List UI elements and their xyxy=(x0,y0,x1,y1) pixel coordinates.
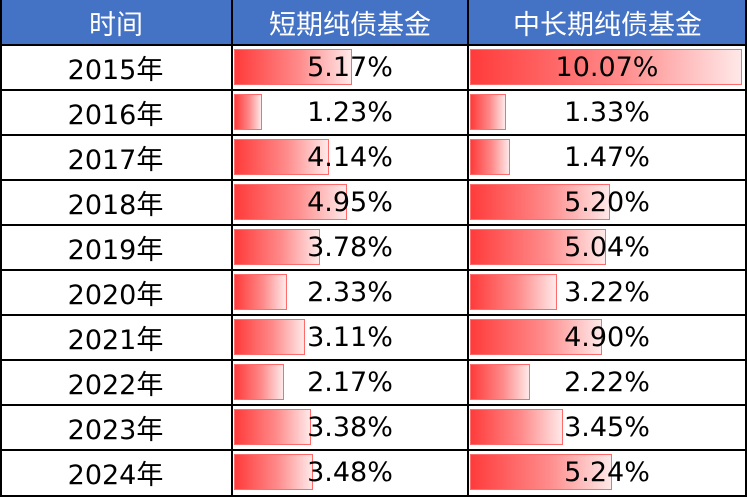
grid-line xyxy=(745,0,747,497)
short-bond-cell: 1.23% xyxy=(234,90,466,135)
year-cell: 2015年 xyxy=(67,55,164,86)
grid-line xyxy=(0,449,747,451)
table-row: 2021年 3.11% 4.90% xyxy=(0,315,747,360)
short-bond-cell: 3.48% xyxy=(234,450,466,495)
short-bond-bar xyxy=(234,94,263,130)
short-bond-cell: 4.95% xyxy=(234,180,466,225)
mid-long-bond-bar xyxy=(470,139,510,175)
short-bond-value: 3.48% xyxy=(307,457,393,488)
table-row: 2023年 3.38% 3.45% xyxy=(0,405,747,450)
mid-long-bond-bar xyxy=(470,229,607,265)
grid-line xyxy=(467,0,469,497)
table-row: 2015年 5.17% 10.07% xyxy=(0,45,747,90)
mid-long-bond-value: 3.45% xyxy=(564,412,650,443)
mid-long-bond-bar xyxy=(470,274,557,310)
table-row: 2017年 4.14% 1.47% xyxy=(0,135,747,180)
short-bond-cell: 2.33% xyxy=(234,270,466,315)
grid-line xyxy=(0,495,747,497)
short-bond-bar xyxy=(234,274,288,310)
short-bond-cell: 3.38% xyxy=(234,405,466,450)
short-bond-value: 3.11% xyxy=(307,322,393,353)
short-bond-bar xyxy=(234,139,329,175)
mid-long-bond-value: 5.20% xyxy=(564,187,650,218)
mid-long-bond-bar xyxy=(470,49,742,85)
grid-line xyxy=(0,134,747,136)
mid-long-bond-cell: 5.04% xyxy=(470,225,744,270)
short-bond-value: 3.38% xyxy=(307,412,393,443)
table-row: 2024年 3.48% 5.24% xyxy=(0,450,747,495)
mid-long-bond-value: 3.22% xyxy=(564,277,650,308)
header-short-bond-fund: 短期纯债基金 xyxy=(232,0,468,44)
mid-long-bond-value: 1.33% xyxy=(564,97,650,128)
mid-long-bond-value: 10.07% xyxy=(555,52,659,83)
short-bond-bar xyxy=(234,454,314,490)
short-bond-value: 2.33% xyxy=(307,277,393,308)
mid-long-bond-cell: 3.45% xyxy=(470,405,744,450)
grid-line xyxy=(0,269,747,271)
year-cell: 2024年 xyxy=(67,460,164,491)
grid-line xyxy=(0,89,747,91)
grid-line xyxy=(0,314,747,316)
short-bond-bar xyxy=(234,364,284,400)
table-row: 2022年 2.17% 2.22% xyxy=(0,360,747,405)
short-bond-bar xyxy=(234,409,312,445)
mid-long-bond-bar xyxy=(470,94,506,130)
grid-line xyxy=(231,0,233,497)
mid-long-bond-cell: 2.22% xyxy=(470,360,744,405)
mid-long-bond-value: 5.24% xyxy=(564,457,650,488)
mid-long-bond-bar xyxy=(470,319,603,355)
grid-line xyxy=(0,44,747,46)
short-bond-bar xyxy=(234,319,306,355)
short-bond-value: 3.78% xyxy=(307,232,393,263)
table-row: 2016年 1.23% 1.33% xyxy=(0,90,747,135)
short-bond-cell: 3.11% xyxy=(234,315,466,360)
year-cell: 2019年 xyxy=(67,235,164,266)
year-cell: 2017年 xyxy=(67,145,164,176)
mid-long-bond-cell: 3.22% xyxy=(470,270,744,315)
year-cell: 2022年 xyxy=(67,370,164,401)
table-row: 2019年 3.78% 5.04% xyxy=(0,225,747,270)
grid-line xyxy=(0,359,747,361)
short-bond-cell: 4.14% xyxy=(234,135,466,180)
header-mid-long-bond-fund: 中长期纯债基金 xyxy=(468,0,747,44)
mid-long-bond-cell: 10.07% xyxy=(470,45,744,90)
short-bond-value: 4.95% xyxy=(307,187,393,218)
short-bond-value: 2.17% xyxy=(307,367,393,398)
mid-long-bond-cell: 5.24% xyxy=(470,450,744,495)
grid-line xyxy=(0,404,747,406)
table-row: 2018年 4.95% 5.20% xyxy=(0,180,747,225)
year-cell: 2020年 xyxy=(67,280,164,311)
mid-long-bond-bar xyxy=(470,454,612,490)
short-bond-cell: 3.78% xyxy=(234,225,466,270)
year-cell: 2018年 xyxy=(67,190,164,221)
mid-long-bond-value: 4.90% xyxy=(564,322,650,353)
short-bond-value: 1.23% xyxy=(307,97,393,128)
year-cell: 2016年 xyxy=(67,100,164,131)
short-bond-value: 4.14% xyxy=(307,142,393,173)
mid-long-bond-value: 2.22% xyxy=(564,367,650,398)
short-bond-cell: 5.17% xyxy=(234,45,466,90)
short-bond-cell: 2.17% xyxy=(234,360,466,405)
mid-long-bond-bar xyxy=(470,184,611,220)
short-bond-value: 5.17% xyxy=(307,52,393,83)
mid-long-bond-cell: 1.33% xyxy=(470,90,744,135)
grid-line xyxy=(0,179,747,181)
short-bond-bar xyxy=(234,49,353,85)
short-bond-bar xyxy=(234,184,348,220)
table-row: 2020年 2.33% 3.22% xyxy=(0,270,747,315)
mid-long-bond-value: 5.04% xyxy=(564,232,650,263)
mid-long-bond-cell: 1.47% xyxy=(470,135,744,180)
mid-long-bond-value: 1.47% xyxy=(564,142,650,173)
year-cell: 2021年 xyxy=(67,325,164,356)
year-cell: 2023年 xyxy=(67,415,164,446)
short-bond-bar xyxy=(234,229,321,265)
mid-long-bond-bar xyxy=(470,409,564,445)
mid-long-bond-cell: 4.90% xyxy=(470,315,744,360)
header-year: 时间 xyxy=(0,0,232,44)
grid-line xyxy=(0,0,2,497)
mid-long-bond-bar xyxy=(470,364,530,400)
mid-long-bond-cell: 5.20% xyxy=(470,180,744,225)
grid-line xyxy=(0,224,747,226)
